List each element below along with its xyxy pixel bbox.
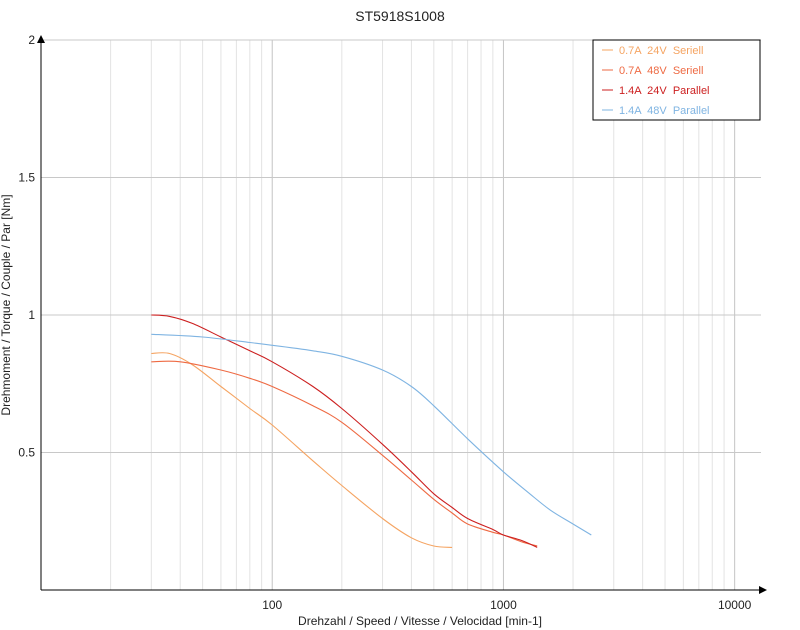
legend-entry: 1.4A 24V Parallel [619, 85, 710, 97]
x-axis-label: Drehzahl / Speed / Vitesse / Velocidad [… [298, 614, 542, 628]
y-tick-label: 0.5 [18, 446, 35, 460]
series-line-4 [151, 333, 592, 536]
chart-title: ST5918S1008 [355, 8, 445, 24]
series-line-3 [151, 314, 538, 548]
legend: 0.7A 24V Seriell 0.7A 48V Seriell 1.4A 24V… [592, 39, 761, 121]
x-tick-label: 10000 [718, 598, 752, 612]
axes [37, 35, 767, 594]
y-tick-label: 1.5 [18, 171, 35, 185]
y-axis-label: Drehmoment / Torque / Couple / Par [Nm] [0, 194, 13, 415]
legend-entry: 0.7A 48V Seriell [619, 65, 703, 77]
y-tick-label: 2 [28, 33, 35, 47]
series-line-2 [151, 360, 538, 547]
legend-box [592, 39, 761, 121]
major-grid [41, 39, 761, 590]
legend-entry: 1.4A 48V Parallel [619, 105, 710, 117]
legend-entry: 0.7A 24V Seriell [619, 45, 703, 57]
y-axis-arrow [37, 35, 45, 43]
series-layer [151, 314, 592, 548]
x-axis-arrow [759, 586, 767, 594]
tick-labels: 100 1000 10000 0.5 1 1.5 2 [18, 33, 751, 612]
x-tick-label: 100 [262, 598, 282, 612]
y-tick-label: 1 [28, 308, 35, 322]
x-tick-label: 1000 [490, 598, 517, 612]
